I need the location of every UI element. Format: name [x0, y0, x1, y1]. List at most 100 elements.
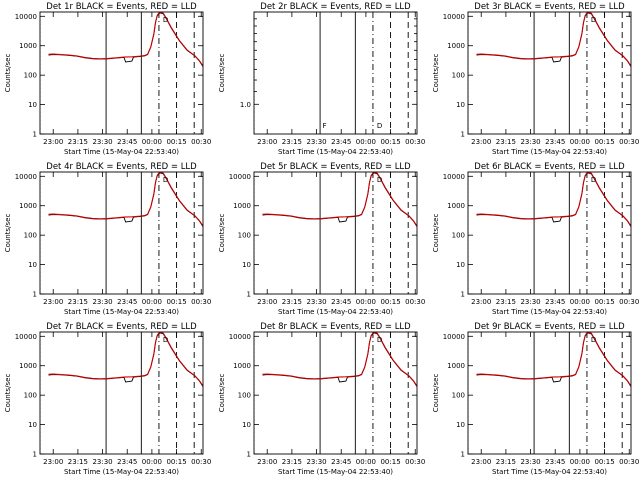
x-tick-label: 23:30	[306, 458, 326, 466]
panel-title: Det 4r BLACK = Events, RED = LLD	[46, 162, 197, 172]
x-tick-label: 23:00	[257, 458, 277, 466]
y-tick-label: 100	[24, 392, 37, 400]
marker-label: D	[377, 336, 382, 344]
y-tick-label: 10	[28, 101, 37, 109]
marker-label: D	[591, 336, 596, 344]
x-tick-label: 23:30	[520, 298, 540, 306]
x-axis-label: Start Time (15-May-04 22:53:40)	[278, 148, 393, 156]
x-tick-label: 23:45	[117, 138, 137, 146]
plot-area	[468, 332, 631, 454]
panel-3: Det 3r BLACK = Events, RED = LLD D 1 10 100 1…	[432, 2, 639, 156]
events-series-line	[476, 12, 631, 67]
axes-frame	[253, 171, 418, 295]
y-tick-label: 10	[456, 421, 465, 429]
panel-title: Det 9r BLACK = Events, RED = LLD	[474, 322, 625, 332]
y-tick-label: 1	[461, 291, 465, 299]
x-tick-label: 00:15	[380, 138, 400, 146]
panel-title: Det 5r BLACK = Events, RED = LLD	[260, 162, 411, 172]
y-axis-label: Counts/sec	[432, 214, 440, 253]
events-series-line	[476, 332, 631, 387]
panel-4: Det 4r BLACK = Events, RED = LLD D 1 10 100 1…	[4, 162, 211, 316]
y-tick-label: 100	[452, 392, 465, 400]
y-tick-label: 100	[24, 232, 37, 240]
events-series-line	[262, 172, 417, 227]
panel-5: Det 5r BLACK = Events, RED = LLD D 1 10 100 1…	[218, 162, 425, 316]
x-tick-label: 00:15	[380, 298, 400, 306]
plot-area	[468, 12, 631, 134]
x-tick-label: 00:30	[405, 458, 425, 466]
x-tick-label: 23:45	[331, 138, 351, 146]
y-axis-label: Counts/sec	[432, 54, 440, 93]
x-tick-label: 23:30	[92, 458, 112, 466]
lld-series-line	[262, 332, 417, 386]
y-tick-label: 1000	[447, 42, 465, 50]
y-tick-label: 10000	[15, 333, 37, 341]
panel-title: Det 3r BLACK = Events, RED = LLD	[474, 2, 625, 12]
x-tick-label: 00:30	[619, 458, 639, 466]
panel-title: Det 2r BLACK = Events, RED = LLD	[260, 2, 411, 12]
y-tick-label: 1	[33, 131, 37, 139]
y-tick-label: 10	[456, 101, 465, 109]
y-tick-label: 100	[238, 392, 251, 400]
x-axis-label: Start Time (15-May-04 22:53:40)	[64, 468, 179, 476]
x-tick-label: 00:15	[594, 458, 614, 466]
x-tick-label: 23:45	[331, 458, 351, 466]
x-tick-label: 00:30	[619, 298, 639, 306]
x-tick-label: 00:15	[380, 458, 400, 466]
plot-area	[254, 12, 409, 134]
x-tick-label: 00:00	[570, 138, 590, 146]
panel-title: Det 6r BLACK = Events, RED = LLD	[474, 162, 625, 172]
axes-frame	[253, 331, 418, 455]
marker-label: F	[322, 122, 326, 130]
axes-frame	[467, 171, 632, 295]
y-axis-label: Counts/sec	[4, 54, 12, 93]
x-tick-label: 00:15	[166, 458, 186, 466]
x-axis-label: Start Time (15-May-04 22:53:40)	[278, 468, 393, 476]
axes-frame	[39, 11, 204, 135]
x-tick-label: 23:45	[545, 138, 565, 146]
x-tick-label: 23:45	[545, 298, 565, 306]
y-tick-label: 1	[461, 451, 465, 459]
panel-2: Det 2r BLACK = Events, RED = LLD F D 1.0 23:…	[218, 2, 425, 156]
y-axis-label: Counts/sec	[218, 214, 226, 253]
x-axis-label: Start Time (15-May-04 22:53:40)	[64, 148, 179, 156]
plot-area	[40, 332, 203, 454]
axes-frame	[467, 11, 632, 135]
panel-title: Det 7r BLACK = Events, RED = LLD	[46, 322, 197, 332]
y-tick-label: 1000	[19, 42, 37, 50]
y-tick-label: 1	[247, 291, 251, 299]
x-tick-label: 23:15	[496, 138, 516, 146]
x-tick-label: 00:00	[356, 298, 376, 306]
events-series-line	[262, 332, 417, 387]
y-tick-label: 100	[24, 72, 37, 80]
marker-label: D	[163, 176, 168, 184]
marker-label: D	[377, 122, 382, 130]
axes-frame	[39, 331, 204, 455]
axes-frame	[467, 331, 632, 455]
plot-area	[468, 172, 631, 294]
lld-series-line	[48, 332, 203, 386]
x-tick-label: 00:30	[191, 298, 211, 306]
x-tick-label: 00:30	[191, 458, 211, 466]
lld-series-line	[262, 172, 417, 226]
x-axis-label: Start Time (15-May-04 22:53:40)	[64, 308, 179, 316]
x-tick-label: 23:15	[282, 298, 302, 306]
y-axis-label: Counts/sec	[432, 374, 440, 413]
y-tick-label: 10000	[15, 13, 37, 21]
events-series-line	[48, 12, 203, 67]
lld-series-line	[48, 12, 203, 66]
y-tick-label: 1	[33, 451, 37, 459]
x-tick-label: 00:30	[191, 138, 211, 146]
y-tick-label: 10000	[443, 13, 465, 21]
x-tick-label: 23:45	[117, 458, 137, 466]
panel-title: Det 8r BLACK = Events, RED = LLD	[260, 322, 411, 332]
lld-series-line	[476, 332, 631, 386]
events-series-line	[476, 172, 631, 227]
y-tick-label: 100	[452, 72, 465, 80]
x-tick-label: 23:00	[43, 458, 63, 466]
x-tick-label: 23:15	[282, 138, 302, 146]
x-tick-label: 00:15	[594, 138, 614, 146]
x-tick-label: 23:30	[306, 138, 326, 146]
y-tick-label: 1000	[447, 362, 465, 370]
